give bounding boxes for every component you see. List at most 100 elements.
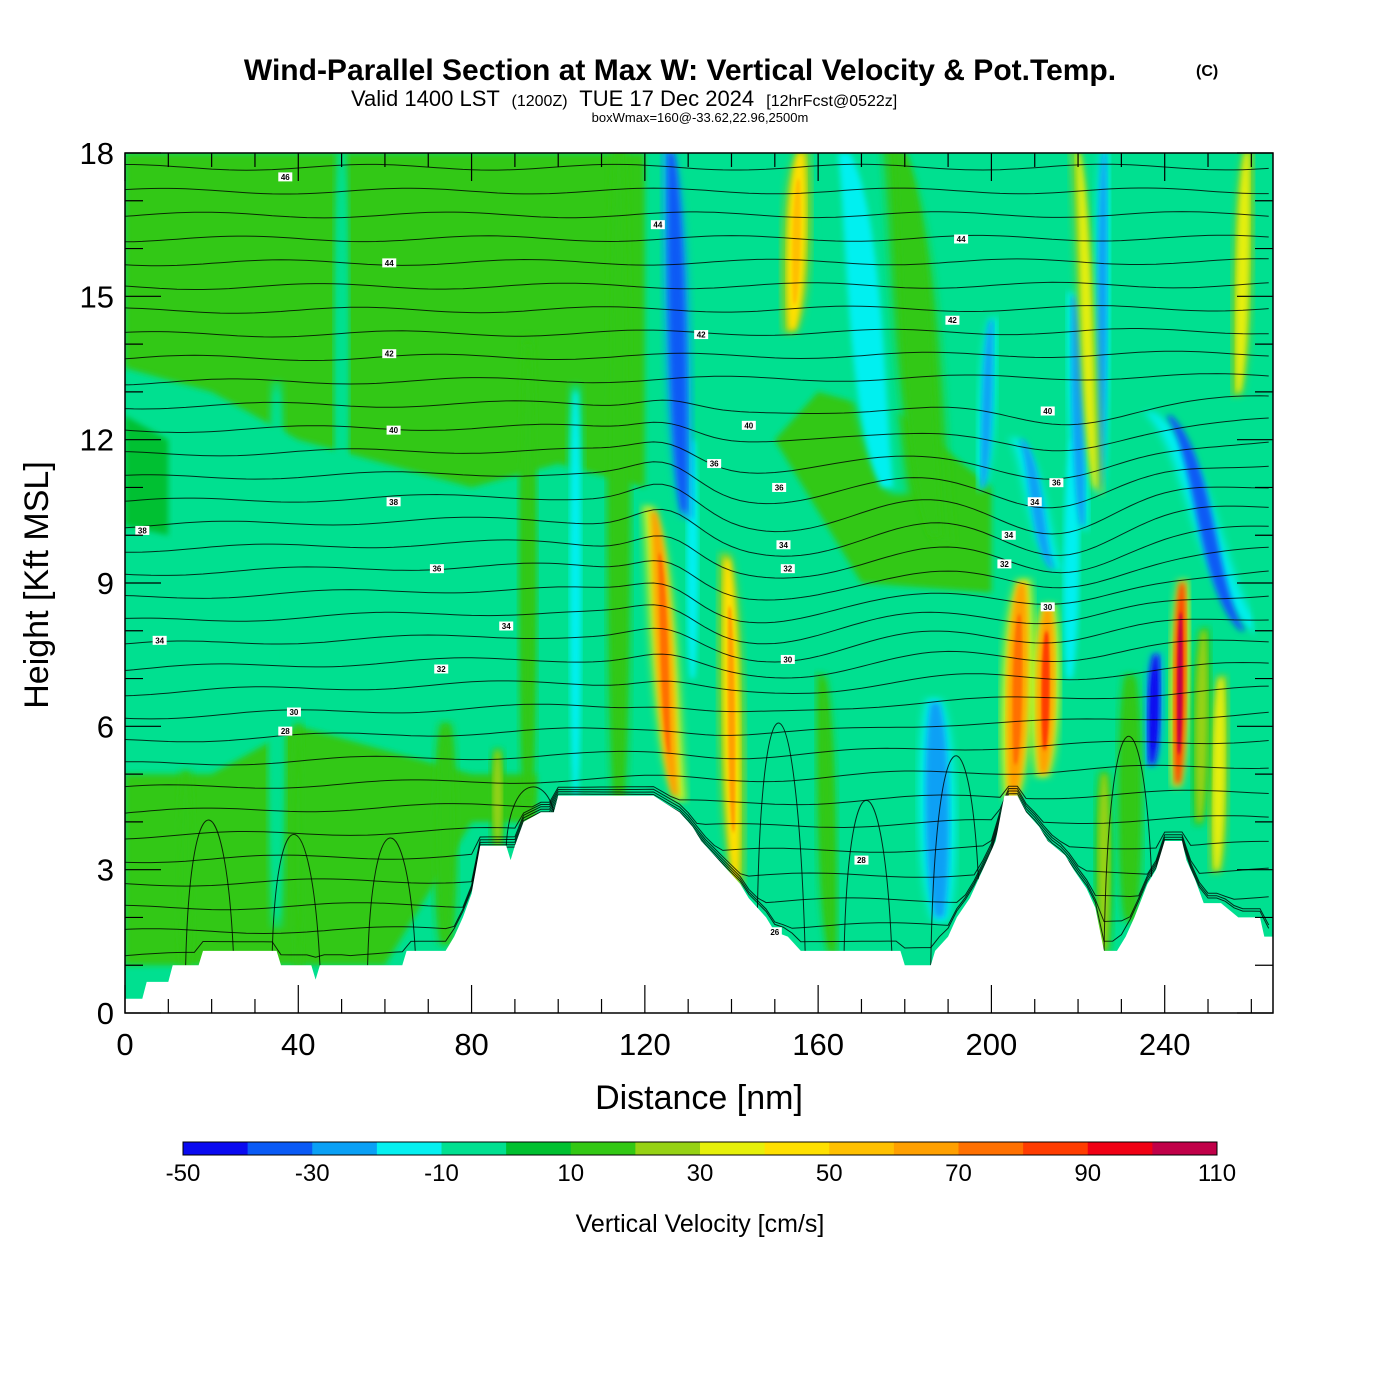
terrain-mask	[125, 795, 1273, 1013]
x-tick-label: 160	[792, 1027, 844, 1062]
contour-label-box	[286, 707, 301, 717]
y-tick-label: 12	[80, 423, 114, 458]
contour-label-box	[1049, 478, 1064, 488]
theta-contour-line	[367, 837, 416, 966]
subtitle-valid: Valid 1400 LST (1200Z) TUE 17 Dec 2024 […	[351, 86, 897, 111]
colorbar-swatch	[700, 1142, 766, 1155]
theta-contour-line	[125, 787, 1269, 840]
colorbar-label: -30	[295, 1160, 330, 1187]
contour-label-box	[135, 525, 150, 535]
theta-contour-line	[125, 570, 1269, 624]
x-tick-label: 80	[454, 1027, 488, 1062]
contour-label: 42	[694, 330, 709, 340]
contour-label: 34	[776, 540, 791, 550]
contour-label: 42	[945, 315, 960, 325]
theta-contour-line	[125, 740, 1269, 766]
velocity-feature-core	[1012, 614, 1023, 764]
velocity-feature	[1076, 153, 1098, 488]
contour-label-box	[767, 927, 782, 937]
velocity-feature-core	[1151, 671, 1157, 749]
theta-contour-line	[1103, 736, 1153, 951]
colorbar-swatch	[1023, 1142, 1089, 1155]
contour-label: 36	[1049, 478, 1064, 488]
velocity-feature	[1096, 153, 1108, 488]
y-tick-label: 6	[97, 709, 114, 744]
contour-label-text: 28	[857, 856, 866, 865]
contour-label-box	[434, 664, 449, 674]
chart-title: Wind-Parallel Section at Max W: Vertical…	[244, 54, 1116, 87]
theta-contour-line	[125, 711, 1269, 743]
contour-label-text: 32	[783, 565, 792, 574]
contour-label-text: 40	[389, 426, 398, 435]
contour-label-text: 36	[1052, 479, 1061, 488]
contour-label-text: 26	[770, 928, 779, 937]
plot-area: 46 44 44 44 42 42 42 40 40 40 38 38 36 36 36 36 34 34 34 34…	[125, 153, 1273, 1013]
colorbar-labels: -50 -30 -10 10 30 50 70 90 110	[166, 1160, 1236, 1187]
colorbar-frame	[182, 1141, 1218, 1156]
x-tick-label: 240	[1139, 1027, 1191, 1062]
field-band-lower-left	[125, 726, 537, 966]
theta-contour-line	[125, 395, 1269, 426]
colorbar-label: -10	[424, 1160, 459, 1187]
colorbar-title: Vertical Velocity [cm/s]	[576, 1210, 825, 1238]
contour-label: 30	[1040, 602, 1055, 612]
colorbar	[182, 1141, 1218, 1156]
contour-label: 44	[650, 220, 665, 230]
theta-contour-line	[125, 187, 1269, 195]
theta-contour-line	[271, 833, 321, 966]
contour-label-text: 42	[697, 331, 706, 340]
colorbar-swatch	[506, 1142, 572, 1155]
contour-label: 30	[780, 654, 795, 664]
theta-contour-line	[505, 786, 555, 846]
contour-label-text: 36	[710, 460, 719, 469]
colorbar-swatch	[312, 1142, 378, 1155]
y-tick-label: 15	[80, 279, 114, 314]
y-tick-label: 0	[97, 996, 114, 1031]
x-tick-label: 0	[116, 1027, 133, 1062]
theta-contour-line	[125, 618, 1269, 663]
colorbar-label: 10	[557, 1160, 584, 1187]
contour-label-text: 28	[281, 727, 290, 736]
contour-label-text: 30	[1043, 603, 1052, 612]
velocity-feature	[1212, 678, 1225, 870]
colorbar-swatch	[1152, 1142, 1218, 1155]
contour-label-text: 34	[1004, 531, 1013, 540]
velocity-feature	[610, 153, 627, 796]
contour-label: 34	[1001, 530, 1016, 540]
contour-label: 40	[1040, 406, 1055, 416]
contour-label-text: 36	[432, 565, 441, 574]
contour-label: 38	[135, 525, 150, 535]
contour-label-text: 42	[385, 350, 394, 359]
velocity-feature	[895, 153, 941, 536]
theta-contour-line	[125, 546, 1269, 601]
contour-label-text: 32	[437, 665, 446, 674]
theta-contour-line	[125, 258, 1269, 267]
theta-contour-line	[125, 483, 1269, 535]
contour-label-box	[499, 621, 514, 631]
contour-label-text: 44	[385, 259, 394, 268]
colorbar-label: 50	[816, 1160, 843, 1187]
theta-contour-line	[185, 819, 234, 966]
contour-label: 30	[286, 707, 301, 717]
contour-label-box	[694, 330, 709, 340]
velocity-feature	[1235, 153, 1250, 392]
contour-label-box	[278, 172, 293, 182]
velocity-feature	[838, 153, 894, 488]
y-axis-title: Height [Kft MSL]	[18, 461, 56, 709]
velocity-feature	[1165, 415, 1246, 631]
contour-label-box	[1040, 602, 1055, 612]
contour-label: 40	[386, 425, 401, 435]
subtitle-forecast: [12hrFcst@0522z]	[766, 93, 897, 110]
contour-label-box	[278, 726, 293, 736]
contour-label-box	[650, 220, 665, 230]
theta-contour-line	[125, 793, 1269, 887]
contour-label-box	[382, 349, 397, 359]
contour-label-text: 40	[744, 421, 753, 430]
contour-label-text: 34	[1030, 498, 1039, 507]
theta-contour-line	[125, 764, 1269, 789]
contour-label: 46	[278, 172, 293, 182]
theta-contour-line	[125, 785, 1269, 814]
velocity-feature	[925, 702, 950, 918]
colorbar-swatch	[247, 1142, 313, 1155]
